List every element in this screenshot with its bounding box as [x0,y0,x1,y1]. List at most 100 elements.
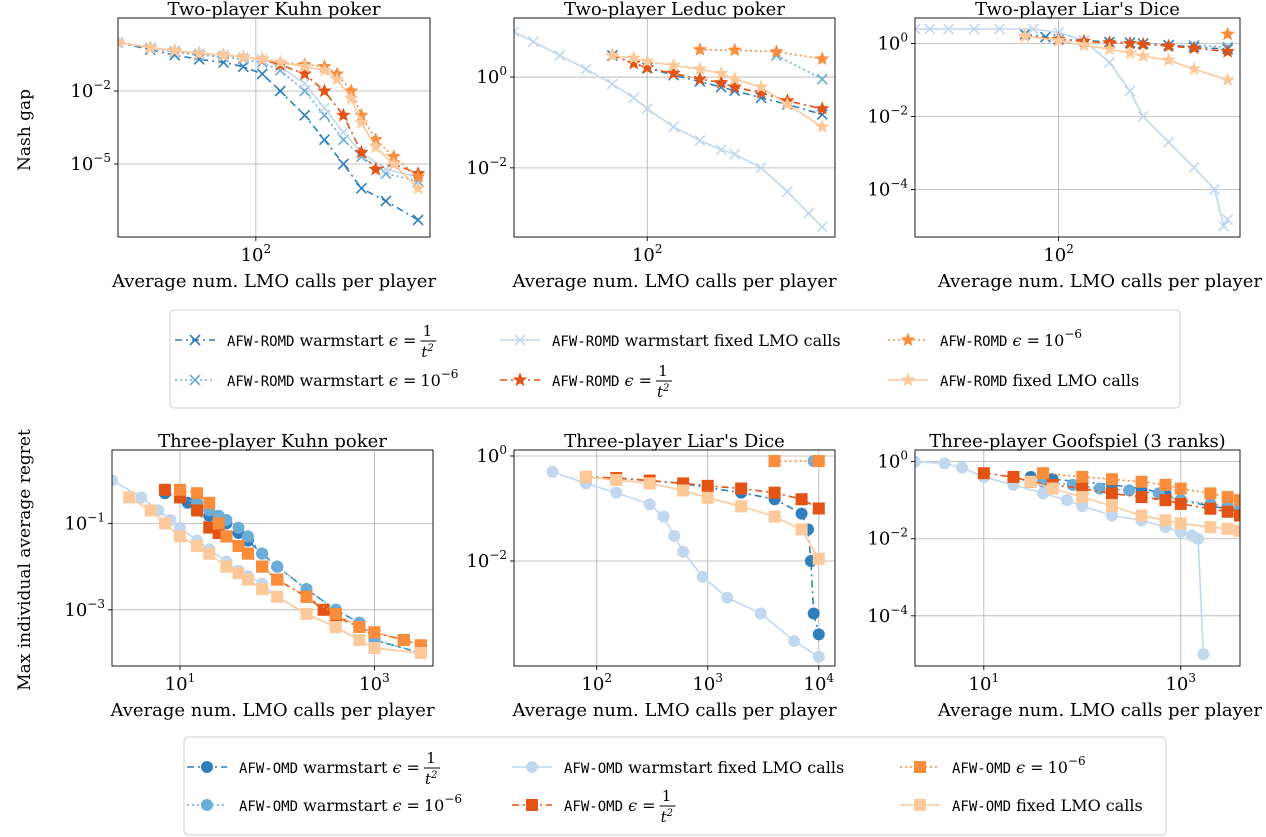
data-point [220,530,233,543]
chart-panel: 101 103 10−1 10−3 Three-player Kuhn poker Ave… [64,431,435,721]
data-point [380,195,392,207]
data-point [191,45,207,60]
legend-marker [189,334,201,346]
plot-area [915,23,1235,232]
data-point [337,126,349,138]
data-point [795,523,808,536]
data-point [232,521,245,534]
data-point [300,590,313,603]
x-tick-label: 102 [632,242,663,266]
y-tick-label: 10−2 [70,78,111,102]
series-line [1030,481,1240,532]
data-point [173,483,186,496]
legend-marker [514,334,526,346]
y-tick-label: 10−2 [867,526,908,550]
data-point [191,539,204,552]
data-point [297,58,313,73]
data-point [692,71,708,86]
legend-marker [914,799,926,811]
data-point [241,573,254,586]
data-point [812,628,825,641]
data-point [769,44,784,59]
data-point [1161,52,1176,67]
chart-title: Three-player Goofspiel (3 ranks) [929,431,1225,452]
series-line [1024,33,1228,50]
data-point [814,119,830,134]
data-point [527,36,539,48]
legend-label: AFW-ROMD ϵ = [940,331,1040,350]
y-tick-label: 10−3 [64,597,105,621]
data-point [1204,487,1217,500]
data-point [626,50,642,65]
legend-entry: AFW-ROMD ϵ = 10−6 [888,327,1082,350]
x-tick-label: 103 [359,671,390,695]
x-axis-label: Average num. LMO calls per player [511,271,837,292]
data-point [329,71,345,86]
data-point [639,60,655,75]
legend-eps: 10−6 [1044,327,1082,350]
data-point [727,42,743,57]
chart-panel: 101 103 100 10−2 10−4 Three-player Goofspiel … [867,431,1262,721]
data-point [1123,484,1136,497]
data-point [297,66,313,81]
data-point [353,633,366,646]
data-point [271,573,284,586]
svg-text:1: 1 [423,322,433,340]
legend-label: AFW-ROMD fixed LMO calls [940,371,1139,390]
legend-label: AFW-ROMD warmstart ϵ = [227,331,416,350]
plot-area [514,26,830,233]
data-point [754,607,767,620]
legend-marker [900,372,916,387]
legend-marker [512,372,528,387]
data-point [1174,517,1187,530]
data-point [317,603,330,616]
data-point [677,545,690,558]
data-point [812,552,825,565]
data-point [1076,500,1089,513]
data-point [514,26,520,38]
data-point [1076,37,1092,52]
data-point [814,51,830,66]
data-point [397,633,410,646]
data-point [628,92,640,104]
data-point [755,162,767,174]
data-point [1124,85,1136,97]
data-point [337,158,349,170]
data-point [938,457,951,470]
data-point [256,583,269,596]
data-point [721,591,734,604]
data-point [343,90,359,105]
data-point [803,207,815,219]
data-point [203,521,216,534]
svg-text:1: 1 [662,787,672,805]
data-point [643,477,656,490]
data-point [768,486,781,499]
data-point [1159,478,1172,491]
data-point [807,607,820,620]
data-point [1037,467,1050,480]
x-axis-label: Average num. LMO calls per player [109,700,435,721]
plot-frame [117,17,431,238]
data-point [729,148,741,160]
y-tick-label: 10−1 [64,510,105,534]
data-point [579,470,592,483]
data-point [216,47,231,62]
data-point [158,517,171,530]
x-tick-label: 102 [241,242,272,266]
data-point [788,634,801,647]
plot-frame [914,449,1241,667]
data-point [1066,478,1079,491]
data-point [668,529,681,542]
x-tick-label: 103 [692,671,723,695]
chart-title: Three-player Liar's Dice [564,431,785,452]
data-point [546,465,559,478]
data-point [677,484,690,497]
data-point [271,590,284,603]
y-tick-label: 10−2 [867,104,908,128]
svg-text:t2: t2 [661,808,673,826]
data-point [943,23,955,35]
data-point [123,491,136,504]
row-ylabel: Nash gap [15,89,35,171]
data-point [1192,532,1205,545]
